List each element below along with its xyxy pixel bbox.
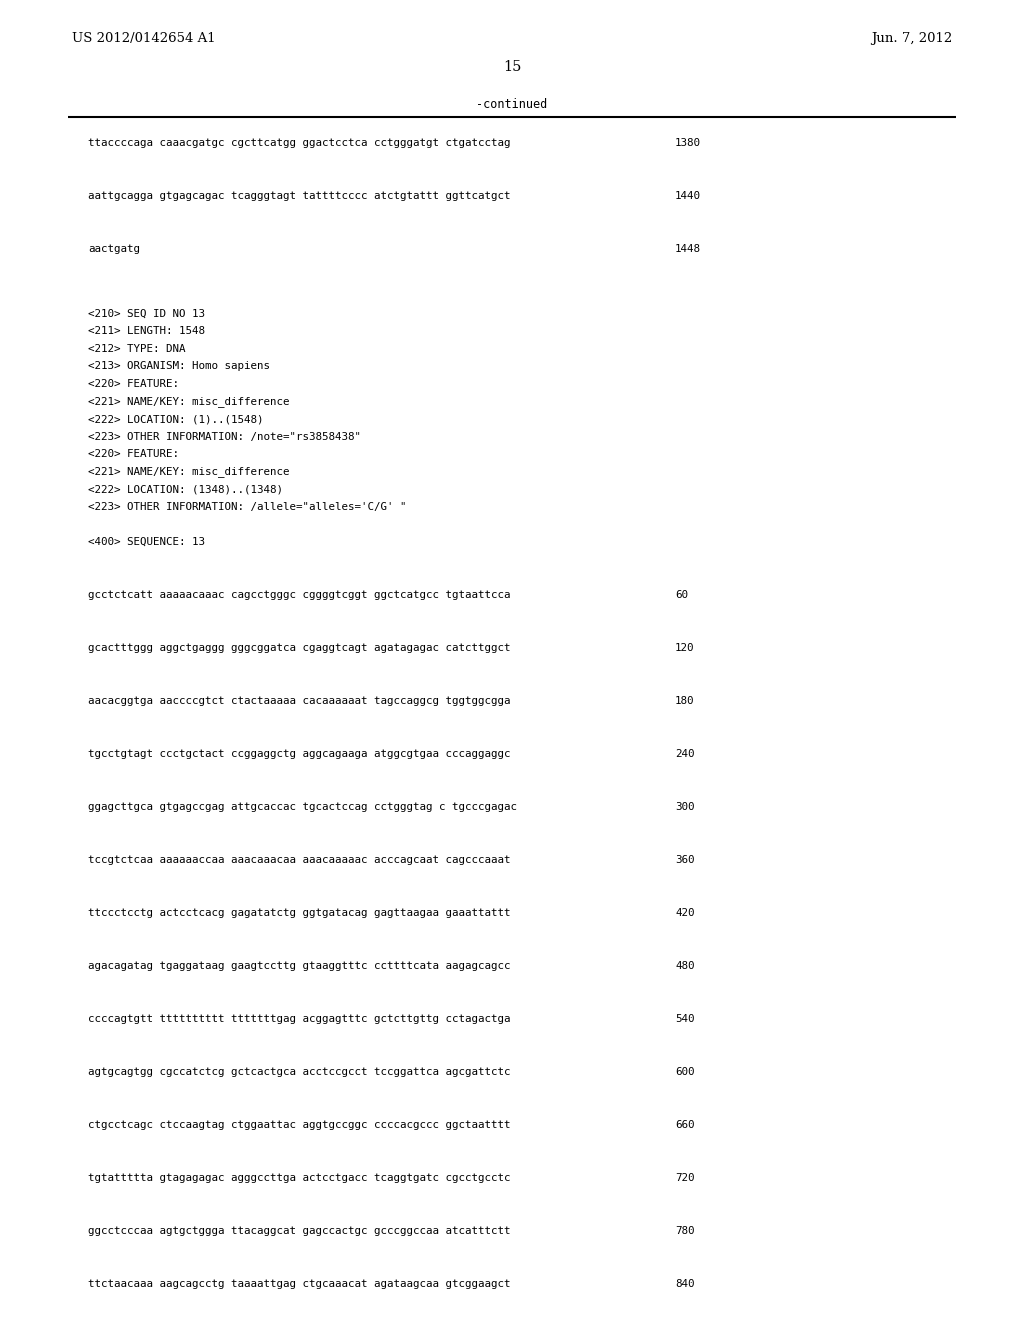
Text: 840: 840 <box>675 1279 694 1290</box>
Text: ttaccccaga caaacgatgc cgcttcatgg ggactcctca cctgggatgt ctgatcctag: ttaccccaga caaacgatgc cgcttcatgg ggactcc… <box>88 139 511 148</box>
Text: 780: 780 <box>675 1226 694 1236</box>
Text: ggcctcccaa agtgctggga ttacaggcat gagccactgc gcccggccaa atcatttctt: ggcctcccaa agtgctggga ttacaggcat gagccac… <box>88 1226 511 1236</box>
Text: tgcctgtagt ccctgctact ccggaggctg aggcagaaga atggcgtgaa cccaggaggc: tgcctgtagt ccctgctact ccggaggctg aggcaga… <box>88 748 511 759</box>
Text: 420: 420 <box>675 908 694 917</box>
Text: <221> NAME/KEY: misc_difference: <221> NAME/KEY: misc_difference <box>88 396 290 408</box>
Text: ccccagtgtt tttttttttt tttttttgag acggagtttc gctcttgttg cctagactga: ccccagtgtt tttttttttt tttttttgag acggagt… <box>88 1014 511 1024</box>
Text: <223> OTHER INFORMATION: /note="rs3858438": <223> OTHER INFORMATION: /note="rs385843… <box>88 432 361 441</box>
Text: ctgcctcagc ctccaagtag ctggaattac aggtgccggc ccccacgccc ggctaatttt: ctgcctcagc ctccaagtag ctggaattac aggtgcc… <box>88 1119 511 1130</box>
Text: 300: 300 <box>675 803 694 812</box>
Text: <400> SEQUENCE: 13: <400> SEQUENCE: 13 <box>88 537 205 546</box>
Text: 1440: 1440 <box>675 191 701 201</box>
Text: ggagcttgca gtgagccgag attgcaccac tgcactccag cctgggtag c tgcccgagac: ggagcttgca gtgagccgag attgcaccac tgcactc… <box>88 803 517 812</box>
Text: 360: 360 <box>675 855 694 865</box>
Text: ttccctcctg actcctcacg gagatatctg ggtgatacag gagttaagaa gaaattattt: ttccctcctg actcctcacg gagatatctg ggtgata… <box>88 908 511 917</box>
Text: aacacggtga aaccccgtct ctactaaaaa cacaaaaaat tagccaggcg tggtggcgga: aacacggtga aaccccgtct ctactaaaaa cacaaaa… <box>88 696 511 706</box>
Text: <222> LOCATION: (1)..(1548): <222> LOCATION: (1)..(1548) <box>88 414 263 424</box>
Text: 660: 660 <box>675 1119 694 1130</box>
Text: aattgcagga gtgagcagac tcagggtagt tattttcccc atctgtattt ggttcatgct: aattgcagga gtgagcagac tcagggtagt tattttc… <box>88 191 511 201</box>
Text: 180: 180 <box>675 696 694 706</box>
Text: -continued: -continued <box>476 98 548 111</box>
Text: agacagatag tgaggataag gaagtccttg gtaaggtttc ccttttcata aagagcagcc: agacagatag tgaggataag gaagtccttg gtaaggt… <box>88 961 511 972</box>
Text: aactgatg: aactgatg <box>88 244 140 253</box>
Text: 540: 540 <box>675 1014 694 1024</box>
Text: <211> LENGTH: 1548: <211> LENGTH: 1548 <box>88 326 205 337</box>
Text: <220> FEATURE:: <220> FEATURE: <box>88 379 179 389</box>
Text: tgtattttta gtagagagac agggccttga actcctgacc tcaggtgatc cgcctgcctc: tgtattttta gtagagagac agggccttga actcctg… <box>88 1173 511 1183</box>
Text: <210> SEQ ID NO 13: <210> SEQ ID NO 13 <box>88 309 205 319</box>
Text: gcactttggg aggctgaggg gggcggatca cgaggtcagt agatagagac catcttggct: gcactttggg aggctgaggg gggcggatca cgaggtc… <box>88 643 511 653</box>
Text: agtgcagtgg cgccatctcg gctcactgca acctccgcct tccggattca agcgattctc: agtgcagtgg cgccatctcg gctcactgca acctccg… <box>88 1067 511 1077</box>
Text: 1448: 1448 <box>675 244 701 253</box>
Text: <220> FEATURE:: <220> FEATURE: <box>88 449 179 459</box>
Text: 1380: 1380 <box>675 139 701 148</box>
Text: <223> OTHER INFORMATION: /allele="alleles='C/G' ": <223> OTHER INFORMATION: /allele="allele… <box>88 502 407 512</box>
Text: ttctaacaaa aagcagcctg taaaattgag ctgcaaacat agataagcaa gtcggaagct: ttctaacaaa aagcagcctg taaaattgag ctgcaaa… <box>88 1279 511 1290</box>
Text: gcctctcatt aaaaacaaac cagcctgggc cggggtcggt ggctcatgcc tgtaattcca: gcctctcatt aaaaacaaac cagcctgggc cggggtc… <box>88 590 511 601</box>
Text: tccgtctcaa aaaaaaccaa aaacaaacaa aaacaaaaac acccagcaat cagcccaaat: tccgtctcaa aaaaaaccaa aaacaaacaa aaacaaa… <box>88 855 511 865</box>
Text: <213> ORGANISM: Homo sapiens: <213> ORGANISM: Homo sapiens <box>88 362 270 371</box>
Text: 120: 120 <box>675 643 694 653</box>
Text: 60: 60 <box>675 590 688 601</box>
Text: US 2012/0142654 A1: US 2012/0142654 A1 <box>72 32 216 45</box>
Text: <222> LOCATION: (1348)..(1348): <222> LOCATION: (1348)..(1348) <box>88 484 283 494</box>
Text: Jun. 7, 2012: Jun. 7, 2012 <box>870 32 952 45</box>
Text: 600: 600 <box>675 1067 694 1077</box>
Text: <221> NAME/KEY: misc_difference: <221> NAME/KEY: misc_difference <box>88 466 290 478</box>
Text: 240: 240 <box>675 748 694 759</box>
Text: 480: 480 <box>675 961 694 972</box>
Text: <212> TYPE: DNA: <212> TYPE: DNA <box>88 345 185 354</box>
Text: 720: 720 <box>675 1173 694 1183</box>
Text: 15: 15 <box>503 59 521 74</box>
